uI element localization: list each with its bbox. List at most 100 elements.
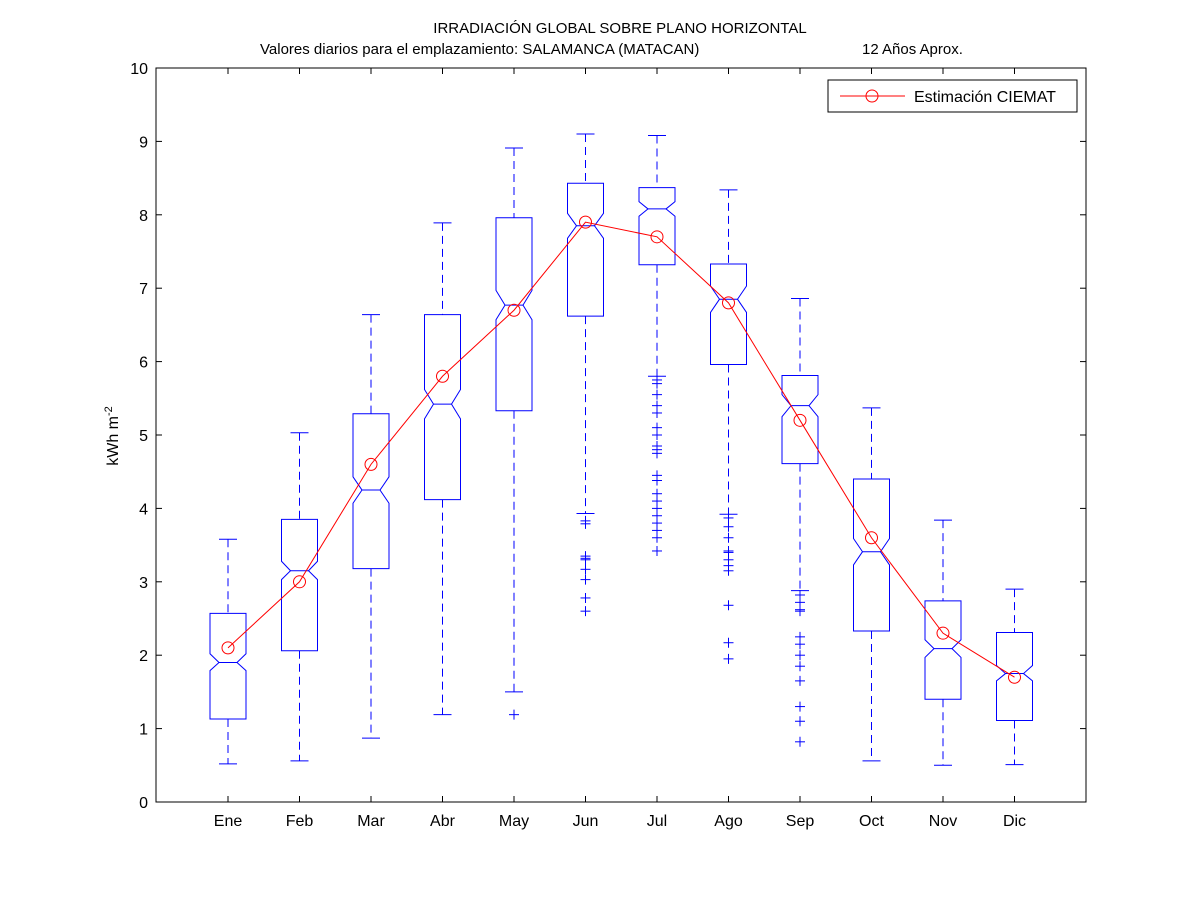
box-body: [424, 314, 461, 501]
series-marker: [293, 575, 306, 589]
x-tick-label: Sep: [786, 813, 815, 830]
outlier: [652, 430, 662, 440]
y-tick-label: 3: [139, 575, 148, 592]
y-tick-label: 4: [139, 501, 148, 518]
x-tick-label: Ene: [214, 813, 243, 830]
box-body: [352, 413, 390, 570]
box-body: [495, 217, 533, 412]
y-tick-label: 5: [139, 428, 148, 445]
outlier: [652, 532, 662, 543]
x-tick-label: Ago: [714, 813, 743, 830]
y-axis-label-main: kWh m: [105, 416, 122, 466]
box-sep: [781, 297, 819, 747]
outlier: [652, 378, 662, 389]
outlier: [652, 389, 662, 400]
box-jul: [638, 135, 676, 556]
box-ago: [710, 189, 747, 664]
legend-label: Estimación CIEMAT: [914, 89, 1056, 106]
series-marker: [650, 230, 664, 244]
y-tick-label: 8: [139, 208, 148, 225]
x-tick-label: Abr: [430, 813, 456, 830]
series-marker: [221, 641, 235, 655]
outlier: [580, 518, 591, 529]
series-lines: [221, 215, 1021, 684]
y-tick-label: 2: [139, 648, 148, 665]
box-body: [853, 478, 890, 632]
x-tick-label: May: [499, 813, 529, 830]
x-tick-label: Jul: [647, 813, 667, 830]
legend: Estimación CIEMAT: [827, 79, 1078, 113]
chart-subtitle-note: 12 Años Aprox.: [862, 41, 963, 58]
x-tick-label: Oct: [859, 813, 884, 830]
series-marker: [364, 457, 378, 471]
box-body: [781, 375, 819, 465]
y-tick-label: 0: [139, 795, 148, 812]
outlier: [580, 606, 591, 617]
outlier: [795, 675, 805, 686]
box-dic: [996, 588, 1033, 766]
y-axis-label-superscript: -2: [103, 406, 115, 416]
outlier: [795, 716, 805, 727]
series-marker: [1008, 670, 1021, 684]
plot-frame: [155, 67, 1087, 803]
outlier: [795, 736, 805, 747]
outlier: [580, 592, 591, 603]
outlier: [723, 512, 734, 523]
chart-subtitle: Valores diarios para el emplazamiento: S…: [260, 41, 699, 58]
box-body: [924, 600, 962, 700]
box-body: [567, 182, 604, 317]
outlier: [652, 545, 662, 556]
outlier: [652, 407, 662, 418]
outlier: [723, 653, 734, 664]
chart-title: IRRADIACIÓN GLOBAL SOBRE PLANO HORIZONTA…: [433, 20, 806, 37]
outlier: [795, 606, 805, 617]
outlier: [652, 475, 662, 486]
box-body: [710, 263, 747, 366]
box-body: [996, 631, 1033, 722]
box-body: [209, 612, 247, 720]
outlier: [795, 639, 805, 650]
y-tick-label: 10: [130, 61, 148, 78]
outlier: [723, 600, 734, 611]
y-axis: 0 1 2 3 4 5 6 7 8 9 10: [130, 61, 1086, 812]
box-abr: [424, 222, 461, 716]
box-jun: [567, 133, 604, 617]
outlier: [795, 661, 805, 672]
box-body: [281, 518, 318, 652]
box-nov: [924, 519, 962, 766]
x-tick-label: Dic: [1003, 813, 1026, 830]
outlier: [580, 564, 591, 575]
outlier: [509, 709, 519, 720]
series-marker: [793, 413, 807, 427]
box-body: [638, 187, 676, 266]
y-tick-label: 1: [139, 722, 148, 739]
series-line: [227, 221, 1015, 678]
box-mar: [352, 314, 390, 739]
box-may: [495, 147, 533, 720]
series-marker: [579, 215, 592, 229]
series-marker: [722, 296, 735, 310]
svg-text:kWh m-2: kWh m-2: [103, 406, 122, 466]
x-tick-label: Jun: [573, 813, 599, 830]
y-tick-label: 7: [139, 281, 148, 298]
y-tick-label: 9: [139, 134, 148, 151]
y-tick-label: 6: [139, 355, 148, 372]
box-oct: [853, 407, 890, 762]
series-marker: [436, 369, 449, 383]
series-marker: [865, 531, 878, 545]
outlier: [580, 554, 591, 565]
outlier: [723, 521, 734, 532]
outlier: [795, 650, 805, 661]
outlier: [723, 565, 734, 576]
outlier: [580, 574, 591, 585]
outlier: [652, 448, 662, 459]
x-tick-label: Nov: [929, 813, 957, 830]
x-axis: Ene Feb Mar Abr May Jun Jul Ago Sep Oct Nov Dic: [214, 68, 1026, 830]
legend-marker: [865, 89, 879, 103]
series-marker: [936, 626, 950, 640]
outlier: [723, 637, 734, 648]
box-feb: [281, 432, 318, 762]
outlier: [723, 532, 734, 543]
box-ene: [209, 538, 247, 765]
